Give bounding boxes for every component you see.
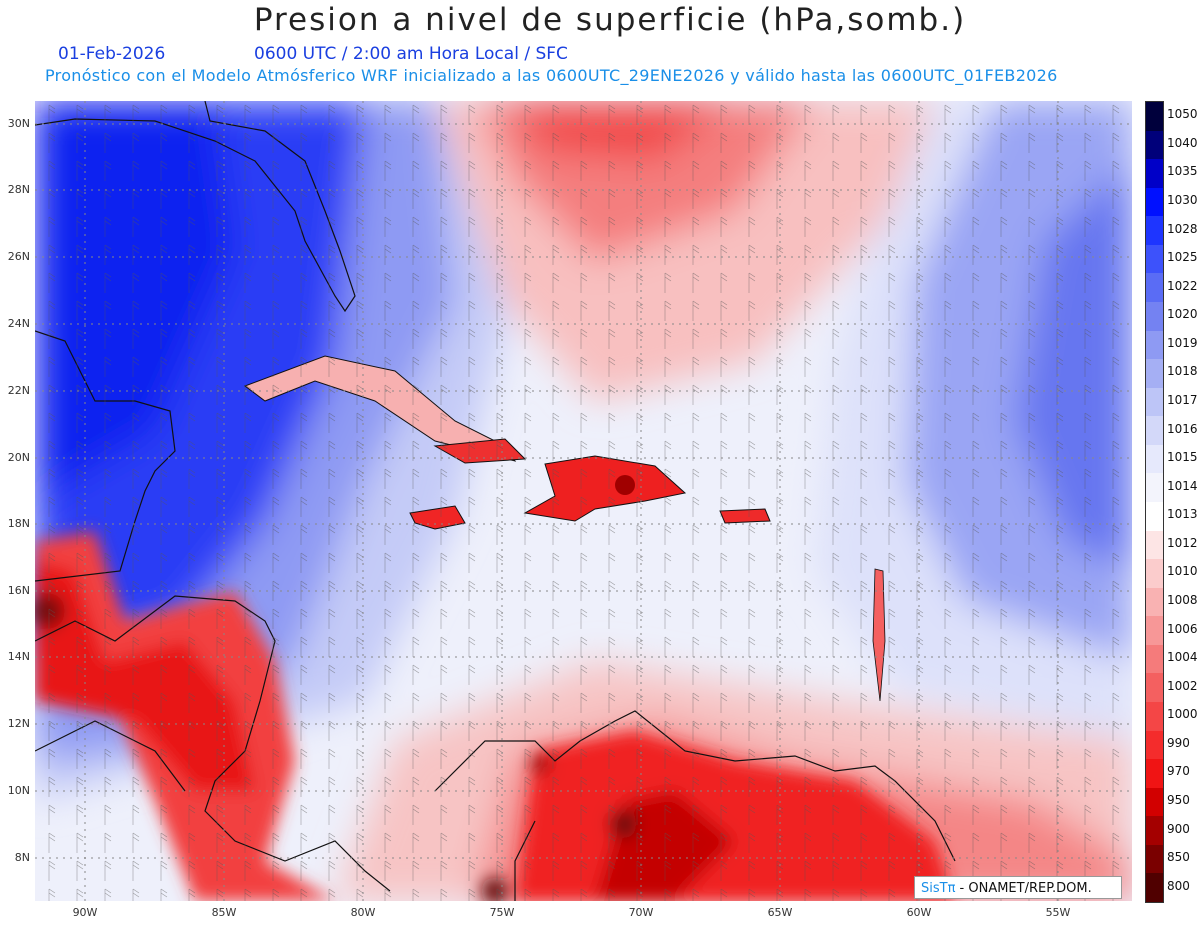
colorbar-level-label: 1050	[1167, 107, 1198, 122]
colorbar-segment	[1146, 473, 1163, 503]
colorbar-level-label: 1006	[1167, 621, 1198, 636]
colorbar-segment	[1146, 359, 1163, 389]
lat-label: 28N	[7, 183, 30, 196]
colorbar-level-label: 950	[1167, 793, 1190, 807]
colorbar-segment	[1146, 844, 1163, 874]
valid-time: 0600 UTC / 2:00 am Hora Local / SFC	[254, 44, 568, 64]
colorbar-level-label: 1035	[1167, 164, 1198, 179]
credit-text: - ONAMET/REP.DOM.	[955, 881, 1092, 896]
lon-label: 90W	[72, 906, 98, 919]
colorbar-level-label: 1020	[1167, 307, 1198, 322]
colorbar-segment	[1146, 787, 1163, 817]
lon-label: 75W	[489, 906, 515, 919]
valid-date: 01-Feb-2026	[58, 44, 166, 64]
colorbar-segment	[1146, 102, 1163, 132]
colorbar-level-label: 1028	[1167, 221, 1198, 236]
lat-label: 18N	[7, 517, 30, 530]
sispi-logo-text: SisT	[921, 881, 948, 896]
pressure-map	[35, 101, 1132, 901]
lat-label: 30N	[7, 117, 30, 130]
lat-label: 12N	[7, 717, 30, 730]
colorbar-segment	[1146, 730, 1163, 760]
colorbar-level-label: 1017	[1167, 393, 1198, 407]
colorbar-segment	[1146, 502, 1163, 532]
colorbar-level-label: 970	[1167, 764, 1190, 779]
colorbar-level-label: 1008	[1167, 593, 1198, 607]
colorbar-level-label: 1030	[1167, 193, 1198, 207]
colorbar-segment	[1146, 244, 1163, 274]
lat-label: 8N	[14, 851, 30, 864]
colorbar-segment	[1146, 873, 1163, 903]
lat-label: 16N	[7, 584, 30, 597]
lat-label: 10N	[7, 784, 30, 797]
colorbar-level-label: 1010	[1167, 564, 1198, 579]
colorbar-level-label: 1022	[1167, 278, 1198, 293]
colorbar-level-label: 1004	[1167, 650, 1198, 665]
colorbar-segment	[1146, 644, 1163, 674]
graticule	[35, 101, 1132, 901]
colorbar-level-label: 1019	[1167, 335, 1198, 350]
pi-symbol: π	[947, 881, 956, 896]
lat-label: 14N	[7, 650, 30, 663]
colorbar-segment	[1146, 187, 1163, 217]
colorbar	[1145, 101, 1164, 903]
colorbar-segment	[1146, 587, 1163, 617]
credit-box: SisTπ - ONAMET/REP.DOM.	[914, 876, 1122, 899]
colorbar-level-label: 900	[1167, 821, 1190, 836]
lon-label: 55W	[1045, 906, 1071, 919]
lat-label: 22N	[7, 384, 30, 397]
colorbar-level-label: 800	[1167, 878, 1190, 893]
colorbar-segment	[1146, 530, 1163, 560]
colorbar-segment	[1146, 444, 1163, 474]
colorbar-segment	[1146, 159, 1163, 189]
lon-label: 70W	[628, 906, 654, 919]
lat-label: 24N	[7, 317, 30, 330]
lon-label: 85W	[211, 906, 237, 919]
colorbar-segment	[1146, 816, 1163, 846]
colorbar-level-label: 1018	[1167, 364, 1198, 379]
colorbar-level-label: 850	[1167, 850, 1190, 865]
lon-label: 80W	[350, 906, 376, 919]
colorbar-segment	[1146, 759, 1163, 789]
colorbar-level-label: 1014	[1167, 478, 1198, 493]
colorbar-segment	[1146, 130, 1163, 160]
colorbar-segment	[1146, 216, 1163, 246]
chart-title: Presion a nivel de superficie (hPa,somb.…	[253, 2, 967, 38]
colorbar-segment	[1146, 273, 1163, 303]
colorbar-level-label: 1002	[1167, 678, 1198, 693]
lon-label: 65W	[767, 906, 793, 919]
colorbar-segment	[1146, 559, 1163, 589]
lat-label: 26N	[7, 250, 30, 263]
colorbar-level-label: 1012	[1167, 535, 1198, 550]
forecast-info: Pronóstico con el Modelo Atmósferico WRF…	[45, 66, 1058, 85]
colorbar-segment	[1146, 330, 1163, 360]
colorbar-level-label: 1025	[1167, 250, 1198, 265]
colorbar-segment	[1146, 616, 1163, 646]
colorbar-segment	[1146, 702, 1163, 732]
map-canvas	[35, 101, 1132, 901]
colorbar-segment	[1146, 387, 1163, 417]
colorbar-level-label: 990	[1167, 735, 1190, 750]
colorbar-level-label: 1000	[1167, 707, 1198, 722]
lat-label: 20N	[7, 451, 30, 464]
colorbar-level-label: 1040	[1167, 135, 1198, 150]
colorbar-level-label: 1015	[1167, 450, 1198, 465]
colorbar-segment	[1146, 302, 1163, 332]
lon-label: 60W	[906, 906, 932, 919]
colorbar-level-label: 1016	[1167, 421, 1198, 436]
colorbar-segment	[1146, 416, 1163, 446]
colorbar-level-label: 1013	[1167, 507, 1198, 522]
colorbar-segment	[1146, 673, 1163, 703]
wind-barbs	[35, 101, 1132, 901]
